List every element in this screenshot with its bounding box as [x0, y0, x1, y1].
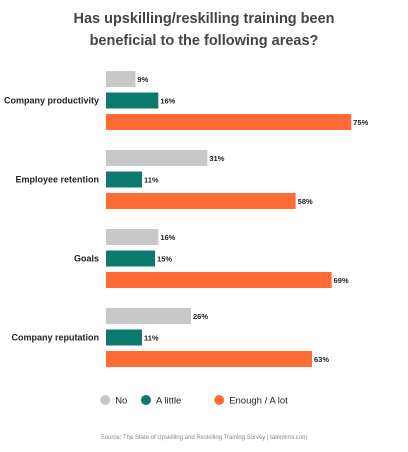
value-label-company-reputation-a-little: 11% [144, 334, 159, 343]
category-label-employee-retention: Employee retention [15, 175, 99, 185]
value-label-company-productivity-no: 9% [137, 75, 148, 84]
bar-goals-no [106, 229, 159, 245]
bar-company-reputation-enough-a-lot [106, 351, 313, 367]
plot-area: Company productivity 9% 16% 75% Employee ret… [4, 71, 369, 367]
value-label-company-productivity-a-little: 16% [160, 97, 175, 106]
source-note: Source: The State of Upskilling and Resk… [101, 435, 308, 441]
chart-title: Has upskilling/reskilling training been … [0, 8, 408, 52]
bar-employee-retention-a-little [106, 171, 142, 188]
bar-company-productivity-a-little [106, 92, 159, 109]
bar-goals-enough-a-lot [106, 272, 332, 288]
value-label-employee-retention-enough-a-lot: 58% [298, 197, 313, 206]
value-label-company-productivity-enough-a-lot: 75% [353, 118, 368, 127]
legend-label-enough-a-lot: Enough / A lot [229, 396, 288, 407]
value-label-employee-retention-a-little: 11% [144, 176, 159, 185]
legend-marker-a-little [141, 395, 151, 405]
value-label-goals-enough-a-lot: 69% [334, 276, 349, 285]
bar-employee-retention-no [106, 150, 208, 166]
value-label-company-reputation-no: 26% [193, 312, 208, 321]
legend: No A little Enough / A lot [100, 395, 288, 407]
category-label-company-productivity: Company productivity [4, 96, 99, 106]
legend-marker-no [100, 395, 111, 405]
chart-title-line-2: beneficial to the following areas? [89, 33, 319, 49]
value-label-company-reputation-enough-a-lot: 63% [314, 355, 329, 364]
value-label-goals-no: 16% [160, 233, 175, 242]
bar-employee-retention-enough-a-lot [106, 193, 296, 209]
legend-label-a-little: A little [156, 396, 181, 407]
bar-company-reputation-a-little [106, 329, 142, 346]
category-label-goals: Goals [74, 254, 99, 264]
value-label-goals-a-little: 15% [157, 255, 172, 264]
chart-title-line-1: Has upskilling/reskilling training been [73, 11, 335, 27]
category-label-company-reputation: Company reputation [11, 333, 99, 343]
bar-company-productivity-no [106, 71, 136, 87]
legend-marker-enough-a-lot [214, 395, 225, 405]
bar-company-productivity-enough-a-lot [106, 114, 352, 130]
value-label-employee-retention-no: 31% [209, 154, 224, 163]
bar-goals-a-little [106, 250, 156, 267]
bar-company-reputation-no [106, 308, 192, 324]
legend-label-no: No [115, 396, 127, 407]
